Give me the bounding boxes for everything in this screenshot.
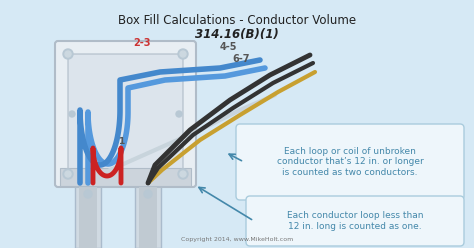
Circle shape	[63, 49, 73, 59]
Text: 6-7: 6-7	[232, 54, 249, 64]
Bar	[60, 168, 191, 186]
Circle shape	[65, 171, 71, 177]
Circle shape	[144, 190, 152, 198]
Text: 314.16(B)(1): 314.16(B)(1)	[195, 28, 279, 41]
FancyBboxPatch shape	[246, 196, 464, 246]
Text: 2-3: 2-3	[133, 38, 151, 48]
Circle shape	[84, 190, 92, 198]
Circle shape	[69, 111, 75, 117]
Text: Each loop or coil of unbroken
conductor that’s 12 in. or longer
is counted as tw: Each loop or coil of unbroken conductor …	[277, 147, 423, 177]
Text: Copyright 2014, www.MikeHolt.com: Copyright 2014, www.MikeHolt.com	[181, 237, 293, 242]
Circle shape	[178, 49, 188, 59]
Bar	[75, 186, 101, 248]
Text: 1: 1	[118, 137, 124, 147]
Circle shape	[180, 51, 186, 57]
Circle shape	[178, 169, 188, 179]
Bar	[135, 186, 161, 248]
Circle shape	[180, 171, 186, 177]
Text: 4-5: 4-5	[220, 42, 237, 52]
Bar	[139, 186, 157, 248]
Text: Each conductor loop less than
12 in. long is counted as one.: Each conductor loop less than 12 in. lon…	[287, 211, 423, 231]
Bar	[79, 186, 97, 248]
Text: Box Fill Calculations - Conductor Volume: Box Fill Calculations - Conductor Volume	[118, 14, 356, 27]
FancyBboxPatch shape	[68, 54, 183, 174]
FancyBboxPatch shape	[55, 41, 196, 187]
Circle shape	[176, 111, 182, 117]
Circle shape	[65, 51, 71, 57]
Circle shape	[63, 169, 73, 179]
FancyBboxPatch shape	[236, 124, 464, 200]
